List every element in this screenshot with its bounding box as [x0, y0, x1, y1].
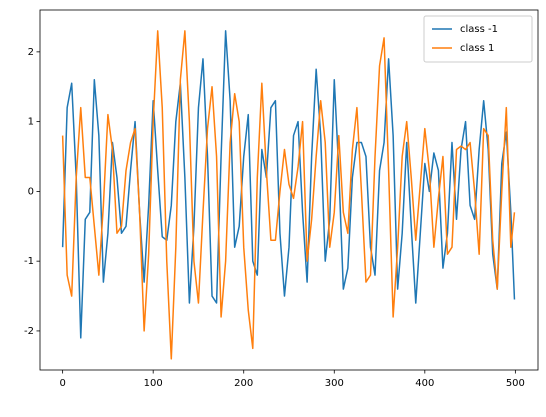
- series-line: [61, 30, 516, 360]
- x-tick-label: 500: [506, 378, 525, 389]
- y-tick-label: 2: [28, 47, 34, 58]
- y-tick-label: 0: [28, 186, 34, 197]
- x-tick-label: 300: [325, 378, 344, 389]
- legend-box: [423, 15, 533, 63]
- x-tick-label: 400: [415, 378, 434, 389]
- y-tick-label: -1: [24, 256, 34, 267]
- legend-label: class 1: [460, 43, 494, 54]
- y-tick-label: -2: [24, 326, 34, 337]
- x-tick-label: 100: [144, 378, 163, 389]
- legend-label: class -1: [460, 24, 498, 35]
- axes-frame: [39, 9, 539, 371]
- x-tick-label: 0: [59, 378, 65, 389]
- x-tick-label: 200: [234, 378, 253, 389]
- y-tick-label: 1: [28, 117, 34, 128]
